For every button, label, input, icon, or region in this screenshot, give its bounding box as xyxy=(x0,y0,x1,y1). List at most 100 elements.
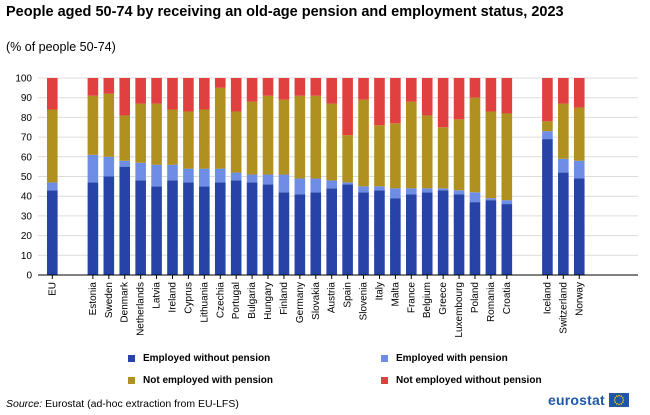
bar-segment xyxy=(151,103,162,165)
y-tick-label: 90 xyxy=(21,93,33,104)
bar-segment xyxy=(390,78,401,124)
bar-segment xyxy=(199,109,210,169)
bar-segment xyxy=(167,164,178,181)
bar-segment xyxy=(262,174,274,185)
legend-swatch xyxy=(381,377,388,384)
bar-segment xyxy=(47,190,58,275)
bar-segment xyxy=(469,97,481,193)
bar-segment xyxy=(558,103,569,159)
x-tick-label: Slovakia xyxy=(311,282,322,320)
bar-segment xyxy=(326,78,337,104)
bar-segment xyxy=(183,111,194,169)
bar-segment xyxy=(199,78,210,110)
x-tick-label: Greece xyxy=(438,282,449,315)
bar-segment xyxy=(230,111,242,173)
bar-segment xyxy=(374,125,385,187)
bar-segment xyxy=(342,184,353,275)
bar-segment xyxy=(151,186,162,275)
bar-segment xyxy=(214,87,226,169)
bar-segment xyxy=(246,101,258,175)
bar-segment xyxy=(558,78,569,104)
bar-segment xyxy=(558,172,569,275)
bar-segment xyxy=(342,78,353,136)
bar-segment xyxy=(135,180,146,275)
bar-segment xyxy=(421,78,433,116)
bar-segment xyxy=(103,93,115,157)
legend-swatch xyxy=(128,355,135,362)
bar-segment xyxy=(542,121,553,132)
legend-item-employed-without-pension: Employed without pension xyxy=(128,353,270,364)
y-tick-label: 20 xyxy=(21,231,33,242)
bar-segment xyxy=(374,190,385,275)
bar-segment xyxy=(278,99,290,175)
legend-item-not-employed-with-pension: Not employed with pension xyxy=(128,375,273,386)
bar-segment xyxy=(485,111,497,199)
bar-segment xyxy=(542,131,553,140)
bar-segment xyxy=(437,127,449,189)
bar-segment xyxy=(183,168,194,183)
bar-segment xyxy=(278,192,290,275)
x-tick-label: Croatia xyxy=(502,282,513,315)
bar-segment xyxy=(542,139,553,275)
x-tick-label: Iceland xyxy=(542,282,553,314)
bar-segment xyxy=(246,174,258,183)
bar-segment xyxy=(342,182,353,185)
bar-segment xyxy=(485,78,497,112)
bar-segment xyxy=(87,182,99,275)
bar-segment xyxy=(421,115,433,189)
bar-segment xyxy=(542,78,553,122)
bar-segment xyxy=(390,198,401,275)
bar-segment xyxy=(246,78,258,102)
chart-title: People aged 50-74 by receiving an old-ag… xyxy=(6,4,564,20)
bar-segment xyxy=(437,78,449,128)
bar-segment xyxy=(214,182,226,275)
bar-segment xyxy=(310,178,322,193)
bar-segment xyxy=(87,95,99,155)
bar-segment xyxy=(405,188,417,195)
bar-segment xyxy=(119,78,131,116)
bar-segment xyxy=(278,78,290,100)
x-tick-label: Malta xyxy=(390,282,401,307)
y-tick-label: 30 xyxy=(21,211,33,222)
bar-segment xyxy=(103,176,115,275)
legend-label: Not employed with pension xyxy=(143,375,274,386)
logo-text: eurostat xyxy=(548,392,605,408)
legend-item-employed-with-pension: Employed with pension xyxy=(381,353,508,364)
y-tick-label: 50 xyxy=(21,172,33,183)
x-tick-label: Spain xyxy=(343,282,354,308)
bar-segment xyxy=(294,95,306,179)
bar-segment xyxy=(183,78,194,112)
bar-segment xyxy=(119,115,131,161)
bar-segment xyxy=(310,192,322,275)
bar-segment xyxy=(469,202,481,275)
source-note: Source: Eurostat (ad-hoc extraction from… xyxy=(6,398,239,410)
bar-segment xyxy=(453,190,465,195)
bar-segment xyxy=(358,78,369,100)
y-tick-label: 40 xyxy=(21,192,33,203)
y-tick-label: 80 xyxy=(21,113,33,124)
bar-segment xyxy=(119,160,131,167)
y-tick-label: 100 xyxy=(15,74,32,85)
x-tick-label: Ireland xyxy=(167,282,178,313)
bar-segment xyxy=(358,99,369,187)
x-tick-label: Netherlands xyxy=(136,282,147,336)
x-tick-label: Finland xyxy=(279,282,290,315)
bar-segment xyxy=(573,160,585,179)
bar-segment xyxy=(47,182,58,191)
y-tick-label: 70 xyxy=(21,133,33,144)
bar-segment xyxy=(501,78,513,114)
bar-segment xyxy=(214,78,226,88)
bar-segment xyxy=(87,78,99,96)
x-tick-label: Switzerland xyxy=(558,282,569,334)
bar-segment xyxy=(573,78,585,108)
bar-segment xyxy=(326,103,337,181)
x-tick-label: EU xyxy=(47,282,58,296)
bar-segment xyxy=(151,164,162,187)
bar-segment xyxy=(119,166,131,275)
bar-segment xyxy=(230,78,242,112)
x-tick-label: Estonia xyxy=(88,282,99,316)
bar-segment xyxy=(151,78,162,104)
bar-segment xyxy=(230,172,242,181)
bar-segment xyxy=(294,78,306,96)
bar-segment xyxy=(374,78,385,126)
